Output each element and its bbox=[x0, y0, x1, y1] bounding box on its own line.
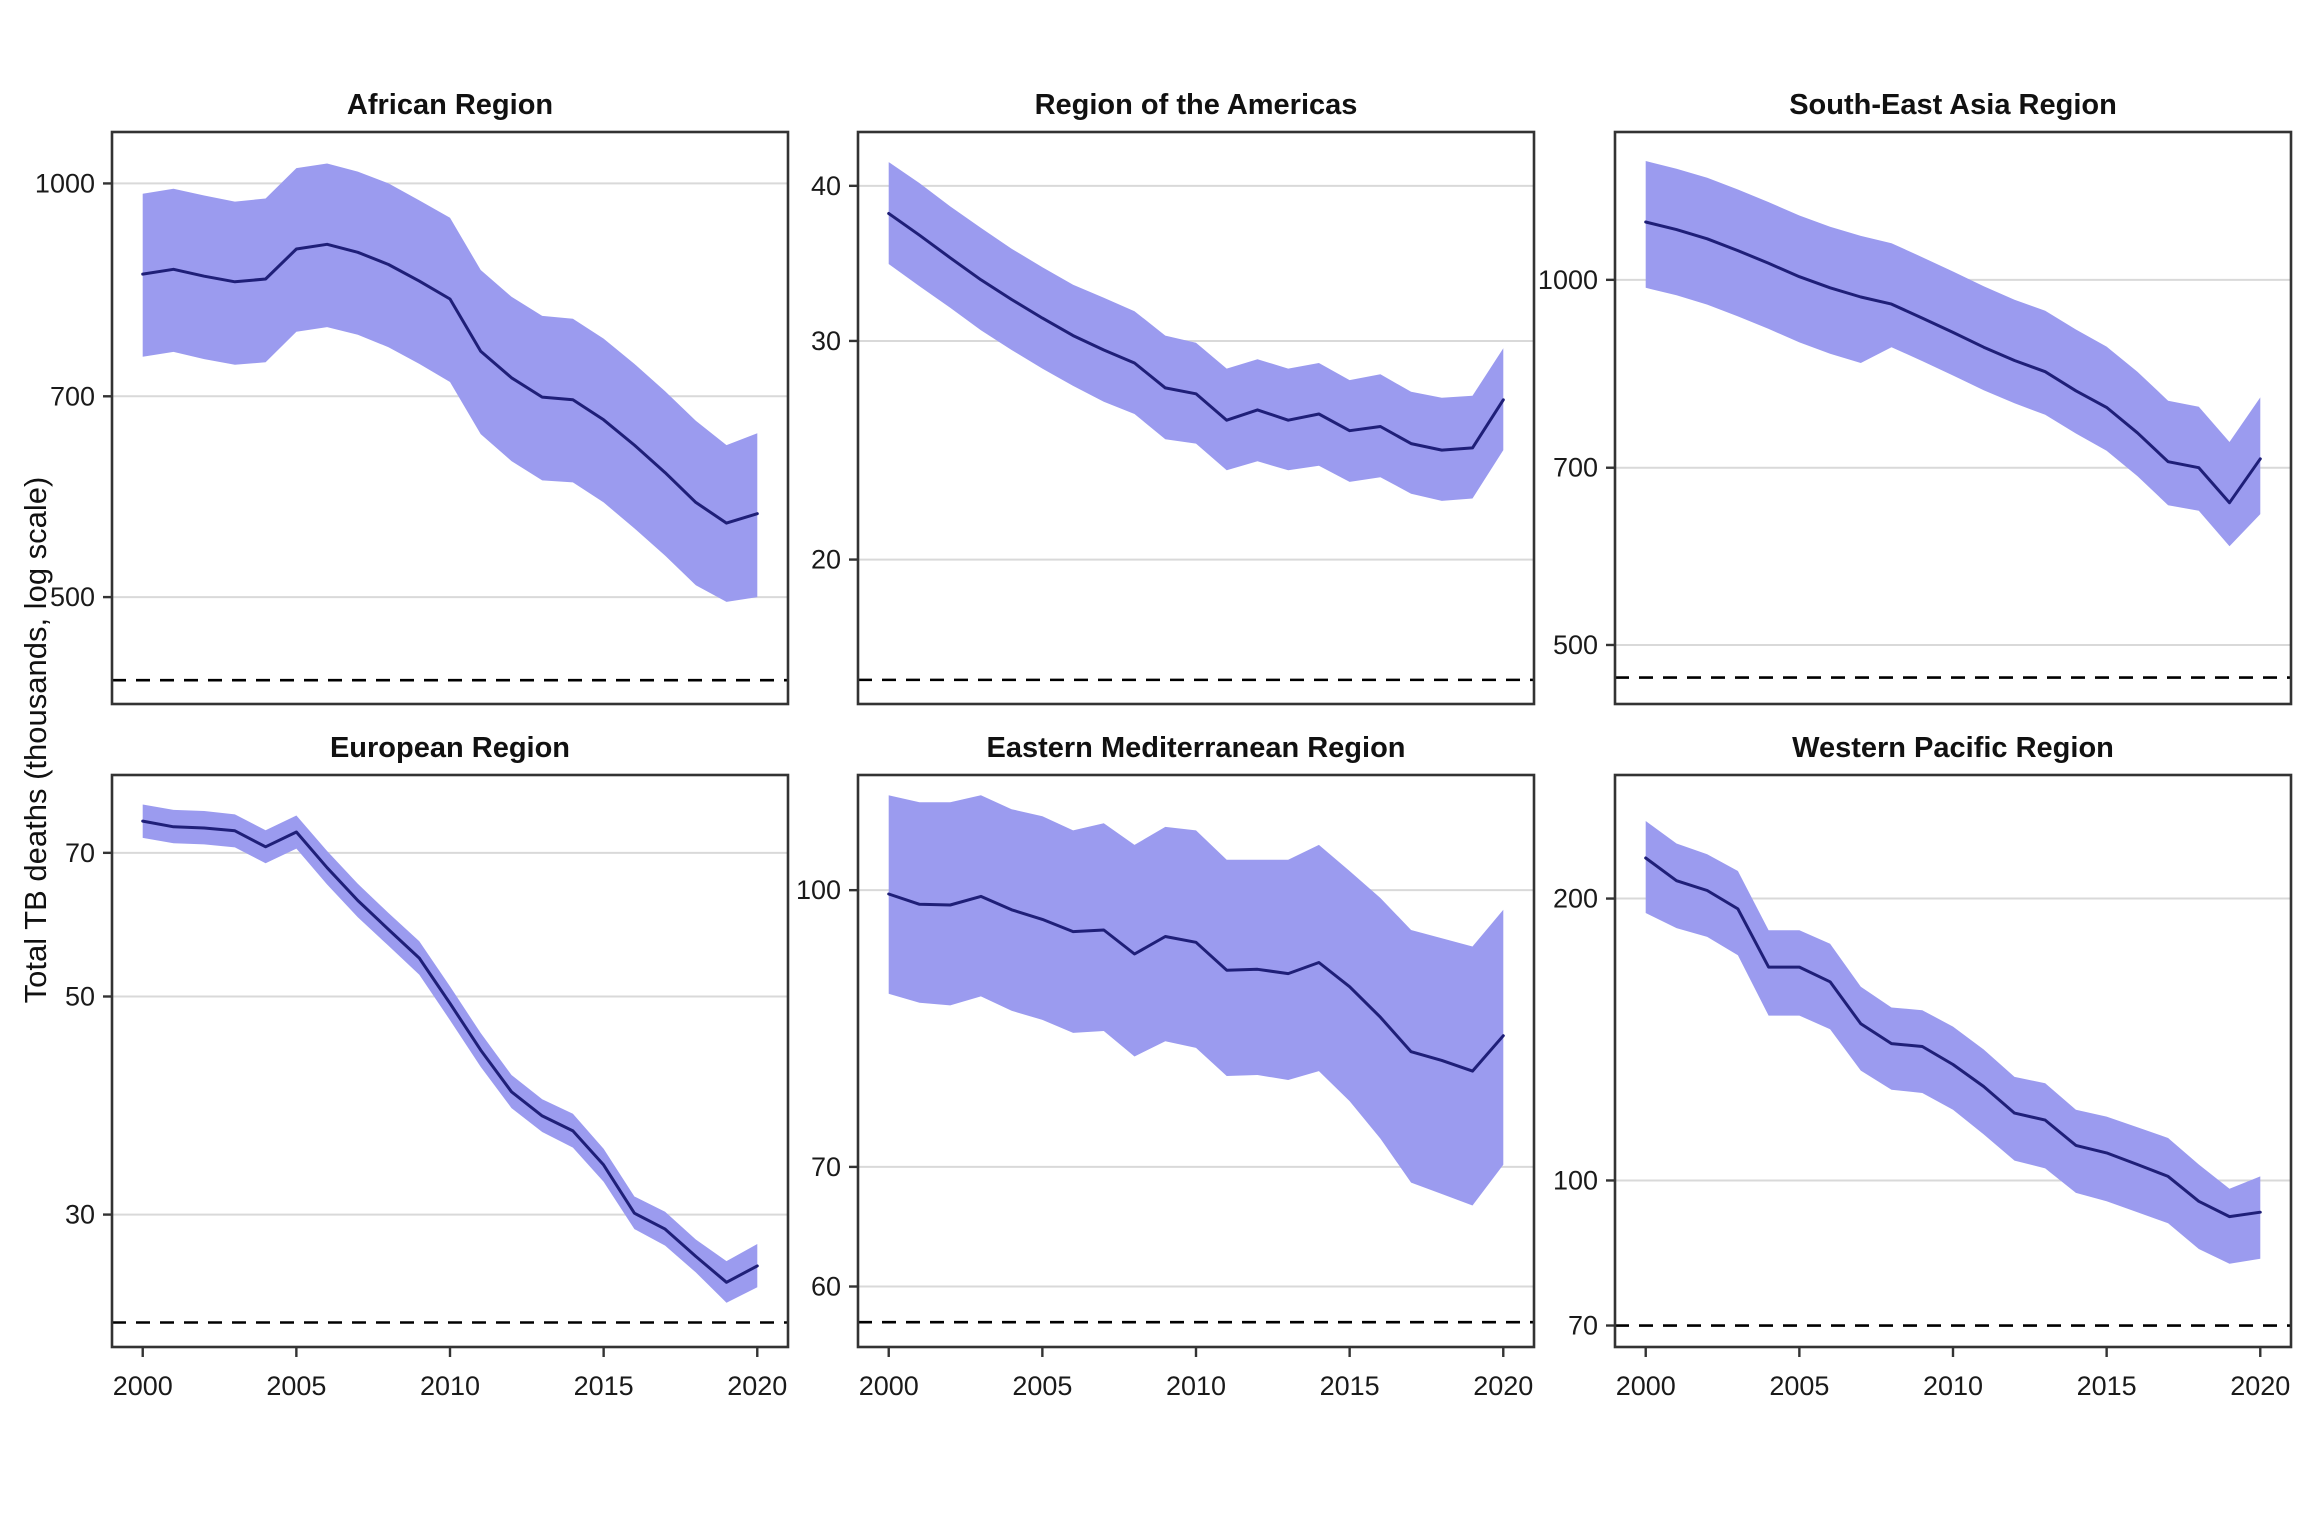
y-tick-label: 500 bbox=[1553, 630, 1598, 660]
panel-title: African Region bbox=[346, 89, 554, 121]
x-tick-label: 2015 bbox=[2077, 1371, 2137, 1401]
x-tick-label: 2005 bbox=[1769, 1371, 1829, 1401]
panel-border bbox=[110, 773, 790, 1349]
x-tick-label: 2005 bbox=[1012, 1371, 1072, 1401]
panel-title: South-East Asia Region bbox=[1789, 89, 2117, 121]
panel-border bbox=[856, 773, 1536, 1349]
y-tick-label: 20 bbox=[811, 545, 841, 575]
panel-border bbox=[110, 130, 790, 706]
x-tick-label: 2020 bbox=[1473, 1371, 1533, 1401]
y-tick-label: 40 bbox=[811, 171, 841, 201]
trend-line bbox=[887, 892, 1505, 1073]
x-tick-label: 2010 bbox=[1923, 1371, 1983, 1401]
chart-european-region: 30 50 70 2000 2005 2010 2015 2020 bbox=[65, 773, 790, 1401]
panel-african-region: African Region 500 700 1000 bbox=[17, 72, 803, 784]
uncertainty-ribbon bbox=[142, 163, 758, 602]
x-tick-label: 2020 bbox=[2230, 1371, 2290, 1401]
panel-border bbox=[856, 130, 1536, 706]
y-tick-label: 60 bbox=[811, 1272, 841, 1302]
y-tick-label: 70 bbox=[811, 1152, 841, 1182]
y-tick-label: 700 bbox=[50, 381, 95, 411]
x-tick-label: 2015 bbox=[1320, 1371, 1380, 1401]
panel-border bbox=[1613, 773, 2293, 1349]
y-tick-label: 70 bbox=[65, 838, 95, 868]
panel-title: Eastern Mediterranean Region bbox=[986, 732, 1406, 764]
panel-border bbox=[1613, 130, 2293, 706]
chart-western-pacific-region: 70 100 200 2000 2005 2010 2015 2020 bbox=[1553, 773, 2293, 1401]
x-tick-label: 2010 bbox=[420, 1371, 480, 1401]
chart-region-of-the-americas: 20 30 40 bbox=[811, 130, 1536, 706]
trend-line bbox=[1644, 856, 2262, 1219]
x-tick-label: 2020 bbox=[727, 1371, 787, 1401]
panel-title: Region of the Americas bbox=[1034, 89, 1358, 121]
panel-european-region: European Region 30 50 70 2000 2005 2010 2015 20… bbox=[17, 715, 803, 1427]
uncertainty-ribbon bbox=[888, 162, 1504, 501]
trend-line bbox=[141, 819, 759, 1284]
x-tick-label: 2010 bbox=[1166, 1371, 1226, 1401]
uncertainty-ribbon bbox=[142, 804, 758, 1303]
y-tick-label: 30 bbox=[65, 1200, 95, 1230]
chart-south-east-asia-region: 500 700 1000 bbox=[1538, 130, 2293, 706]
x-tick-label: 2000 bbox=[1616, 1371, 1676, 1401]
panel-eastern-mediterranean-region: Eastern Mediterranean Region 60 70 100 2000… bbox=[763, 715, 1549, 1427]
y-tick-label: 70 bbox=[1568, 1311, 1598, 1341]
y-tick-label: 100 bbox=[1553, 1165, 1598, 1195]
x-tick-label: 2015 bbox=[574, 1371, 634, 1401]
panel-south-east-asia-region: South-East Asia Region 500 700 1000 bbox=[1520, 72, 2304, 784]
y-tick-label: 30 bbox=[811, 326, 841, 356]
y-tick-label: 700 bbox=[1553, 453, 1598, 483]
y-tick-label: 50 bbox=[65, 981, 95, 1011]
x-tick-label: 2000 bbox=[113, 1371, 173, 1401]
x-tick-label: 2000 bbox=[859, 1371, 919, 1401]
uncertainty-ribbon bbox=[1645, 161, 2261, 547]
trend-line bbox=[1644, 220, 2262, 505]
y-tick-label: 500 bbox=[50, 582, 95, 612]
trend-line bbox=[141, 242, 759, 525]
x-tick-label: 2005 bbox=[266, 1371, 326, 1401]
uncertainty-ribbon bbox=[1645, 821, 2261, 1264]
chart-eastern-mediterranean-region: 60 70 100 2000 2005 2010 2015 2020 bbox=[796, 773, 1536, 1401]
panel-region-of-the-americas: Region of the Americas 20 30 40 bbox=[763, 72, 1549, 784]
y-tick-label: 100 bbox=[796, 875, 841, 905]
y-tick-label: 1000 bbox=[35, 168, 95, 198]
panel-title: Western Pacific Region bbox=[1792, 732, 2114, 764]
trend-line bbox=[887, 212, 1505, 452]
uncertainty-ribbon bbox=[888, 795, 1504, 1206]
y-tick-label: 200 bbox=[1553, 884, 1598, 914]
panel-title: European Region bbox=[329, 732, 571, 764]
chart-african-region: 500 700 1000 bbox=[35, 130, 790, 706]
y-tick-label: 1000 bbox=[1538, 265, 1598, 295]
panel-western-pacific-region: Western Pacific Region 70 100 200 2000 2005 2… bbox=[1520, 715, 2304, 1427]
